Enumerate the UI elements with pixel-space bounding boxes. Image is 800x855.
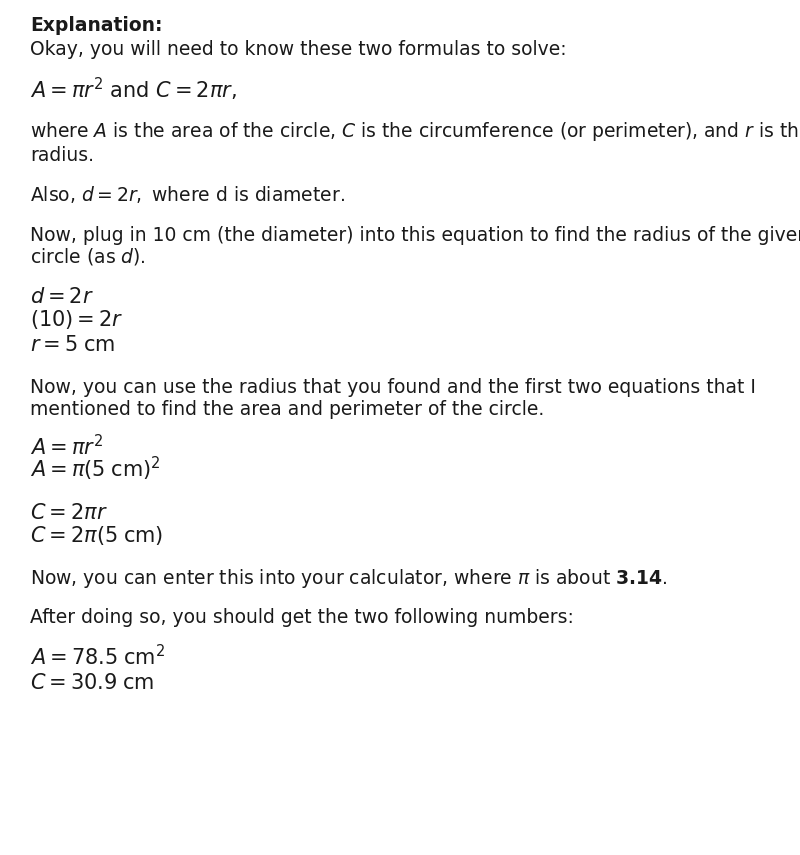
Text: Now, you can use the radius that you found and the first two equations that I: Now, you can use the radius that you fou… <box>30 378 756 397</box>
Text: $C = 30.9\;\mathrm{cm}$: $C = 30.9\;\mathrm{cm}$ <box>30 673 154 693</box>
Text: Okay, you will need to know these two formulas to solve:: Okay, you will need to know these two fo… <box>30 40 566 59</box>
Text: Now, plug in 10 cm (the diameter) into this equation to find the radius of the g: Now, plug in 10 cm (the diameter) into t… <box>30 226 800 245</box>
Text: $C = 2\pi(5\;\mathrm{cm})$: $C = 2\pi(5\;\mathrm{cm})$ <box>30 524 163 547</box>
Text: $C = 2\pi r$: $C = 2\pi r$ <box>30 503 108 523</box>
Text: Also, $d = 2r,$ where d is diameter.: Also, $d = 2r,$ where d is diameter. <box>30 184 345 205</box>
Text: where $A$ is the area of the circle, $C$ is the circumference (or perimeter), an: where $A$ is the area of the circle, $C$… <box>30 120 800 143</box>
Text: $A = \pi(5\;\mathrm{cm})^2$: $A = \pi(5\;\mathrm{cm})^2$ <box>30 455 161 483</box>
Text: mentioned to find the area and perimeter of the circle.: mentioned to find the area and perimeter… <box>30 400 544 419</box>
Text: After doing so, you should get the two following numbers:: After doing so, you should get the two f… <box>30 608 574 627</box>
Text: $A = \pi r^2$ and $C = 2\pi r,$: $A = \pi r^2$ and $C = 2\pi r,$ <box>30 76 237 103</box>
Text: radius.: radius. <box>30 146 94 165</box>
Text: $A = \pi r^2$: $A = \pi r^2$ <box>30 433 103 459</box>
Text: $A = 78.5\;\mathrm{cm}^2$: $A = 78.5\;\mathrm{cm}^2$ <box>30 644 165 669</box>
Text: $(10) = 2r$: $(10) = 2r$ <box>30 308 123 331</box>
Text: circle (as $d$).: circle (as $d$). <box>30 246 146 267</box>
Text: Now, you can enter this into your calculator, where $\pi$ is about $\mathbf{3.14: Now, you can enter this into your calcul… <box>30 567 668 590</box>
Text: $r = 5\;\mathrm{cm}$: $r = 5\;\mathrm{cm}$ <box>30 335 115 355</box>
Text: $d = 2r$: $d = 2r$ <box>30 287 94 307</box>
Text: Explanation:: Explanation: <box>30 16 162 35</box>
